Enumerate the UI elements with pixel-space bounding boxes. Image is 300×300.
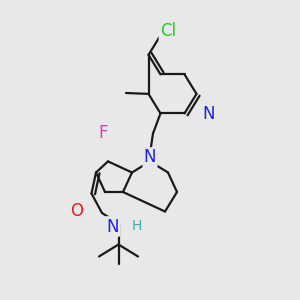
Text: N: N	[144, 148, 156, 166]
Text: O: O	[70, 202, 83, 220]
Text: F: F	[99, 124, 108, 142]
Text: H: H	[131, 220, 142, 233]
Text: N: N	[202, 105, 215, 123]
Text: Cl: Cl	[160, 22, 176, 40]
Text: N: N	[106, 218, 119, 236]
